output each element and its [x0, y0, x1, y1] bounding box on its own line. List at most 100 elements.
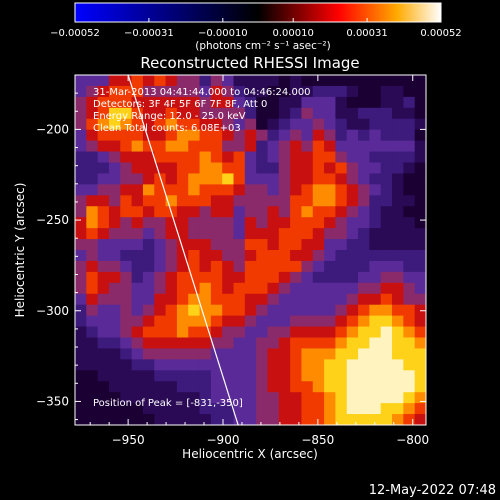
heatmap-cell: [335, 206, 348, 218]
heatmap-cell: [267, 162, 280, 174]
colorbar: [74, 2, 442, 23]
heatmap-cell: [267, 195, 280, 207]
heatmap-cell: [335, 162, 348, 174]
heatmap-cell: [346, 173, 359, 185]
heatmap-cell: [369, 85, 382, 98]
heatmap-cell: [380, 140, 393, 152]
heatmap-cell: [222, 315, 234, 327]
heatmap-cell: [244, 392, 257, 404]
heatmap-cell: [188, 271, 200, 284]
heatmap-cell: [86, 260, 99, 273]
heatmap-cell: [154, 96, 166, 109]
heatmap-cell: [414, 217, 426, 229]
heatmap-cell: [131, 129, 144, 142]
heatmap-cell: [188, 217, 200, 229]
heatmap-cell: [199, 129, 212, 142]
heatmap-cell: [414, 129, 426, 142]
heatmap-cell: [301, 250, 314, 262]
heatmap-cell: [414, 151, 426, 163]
heatmap-cell: [278, 217, 291, 229]
heatmap-cell: [244, 96, 257, 109]
heatmap-cell: [131, 96, 144, 109]
heatmap-cell: [131, 370, 144, 382]
heatmap-cell: [131, 151, 144, 163]
heatmap-cell: [210, 326, 223, 338]
heatmap-cell: [312, 118, 325, 131]
heatmap-cell: [120, 217, 133, 229]
heatmap-cell: [233, 271, 246, 284]
heatmap-cell: [267, 85, 280, 98]
heatmap-cell: [176, 195, 189, 207]
heatmap-cell: [335, 359, 348, 371]
annotation-detectors: Detectors: 3F 4F 5F 6F 7F 8F, Att 0: [93, 99, 267, 110]
heatmap-cell: [380, 414, 393, 425]
heatmap-cell: [188, 370, 200, 382]
heatmap-cell: [97, 271, 110, 284]
heatmap-cell: [369, 195, 382, 207]
heatmap-cell: [244, 75, 257, 87]
heatmap-cell: [75, 293, 87, 306]
heatmap-cell: [108, 75, 121, 87]
heatmap-cell: [199, 414, 212, 425]
heatmap-cell: [369, 96, 382, 109]
heatmap-cell: [222, 359, 234, 371]
heatmap-cell: [120, 381, 133, 393]
heatmap-cell: [312, 217, 325, 229]
heatmap-cell: [346, 392, 359, 404]
heatmap-cell: [256, 348, 268, 360]
heatmap-cell: [131, 414, 144, 425]
heatmap-cell: [222, 162, 234, 174]
heatmap-cell: [335, 195, 348, 207]
heatmap-cell: [154, 359, 166, 371]
heatmap-cell: [278, 140, 291, 152]
heatmap-cell: [380, 403, 393, 415]
heatmap-cell: [222, 282, 234, 295]
heatmap-cell: [346, 337, 359, 349]
heatmap-cell: [108, 85, 121, 98]
heatmap-cell: [267, 96, 280, 109]
heatmap-cell: [358, 217, 370, 229]
heatmap-cell: [335, 260, 348, 273]
heatmap-cell: [165, 370, 178, 382]
heatmap-cell: [414, 206, 426, 218]
heatmap-cell: [346, 228, 359, 240]
heatmap-cell: [324, 140, 336, 152]
heatmap-cell: [199, 260, 212, 273]
heatmap-cell: [142, 326, 155, 338]
heatmap-cell: [165, 217, 178, 229]
x-axis-ticks: −950 −900 −850 −800: [89, 75, 429, 447]
heatmap-cell: [176, 271, 189, 284]
heatmap-cell: [380, 195, 393, 207]
heatmap-cell: [335, 217, 348, 229]
heatmap-cell: [154, 151, 166, 163]
heatmap-cell: [244, 315, 257, 327]
heatmap-cell: [165, 140, 178, 152]
heatmap-cell: [324, 282, 336, 295]
heatmap-cell: [267, 140, 280, 152]
heatmap-cell: [380, 129, 393, 142]
heatmap-cell: [210, 315, 223, 327]
heatmap-cell: [142, 282, 155, 295]
heatmap-cell: [312, 403, 325, 415]
heatmap-cell: [312, 326, 325, 338]
heatmap-cell: [86, 85, 99, 98]
heatmap-cell: [380, 304, 393, 317]
heatmap-cell: [131, 140, 144, 152]
heatmap-cell: [154, 129, 166, 142]
colorbar-tick-label: 0.00010: [273, 28, 314, 39]
heatmap-cell: [142, 293, 155, 306]
heatmap-cell: [210, 370, 223, 382]
heatmap-cell: [301, 348, 314, 360]
heatmap-cell: [97, 326, 110, 338]
heatmap-cell: [278, 260, 291, 273]
heatmap-cell: [97, 282, 110, 295]
heatmap-cell: [335, 403, 348, 415]
heatmap-cell: [290, 228, 302, 240]
heatmap-cell: [199, 217, 212, 229]
heatmap-cell: [290, 173, 302, 185]
heatmap-cell: [380, 173, 393, 185]
heatmap-cell: [392, 370, 404, 382]
heatmap-cell: [97, 140, 110, 152]
heatmap-cell: [154, 173, 166, 185]
heatmap-cell: [165, 151, 178, 163]
